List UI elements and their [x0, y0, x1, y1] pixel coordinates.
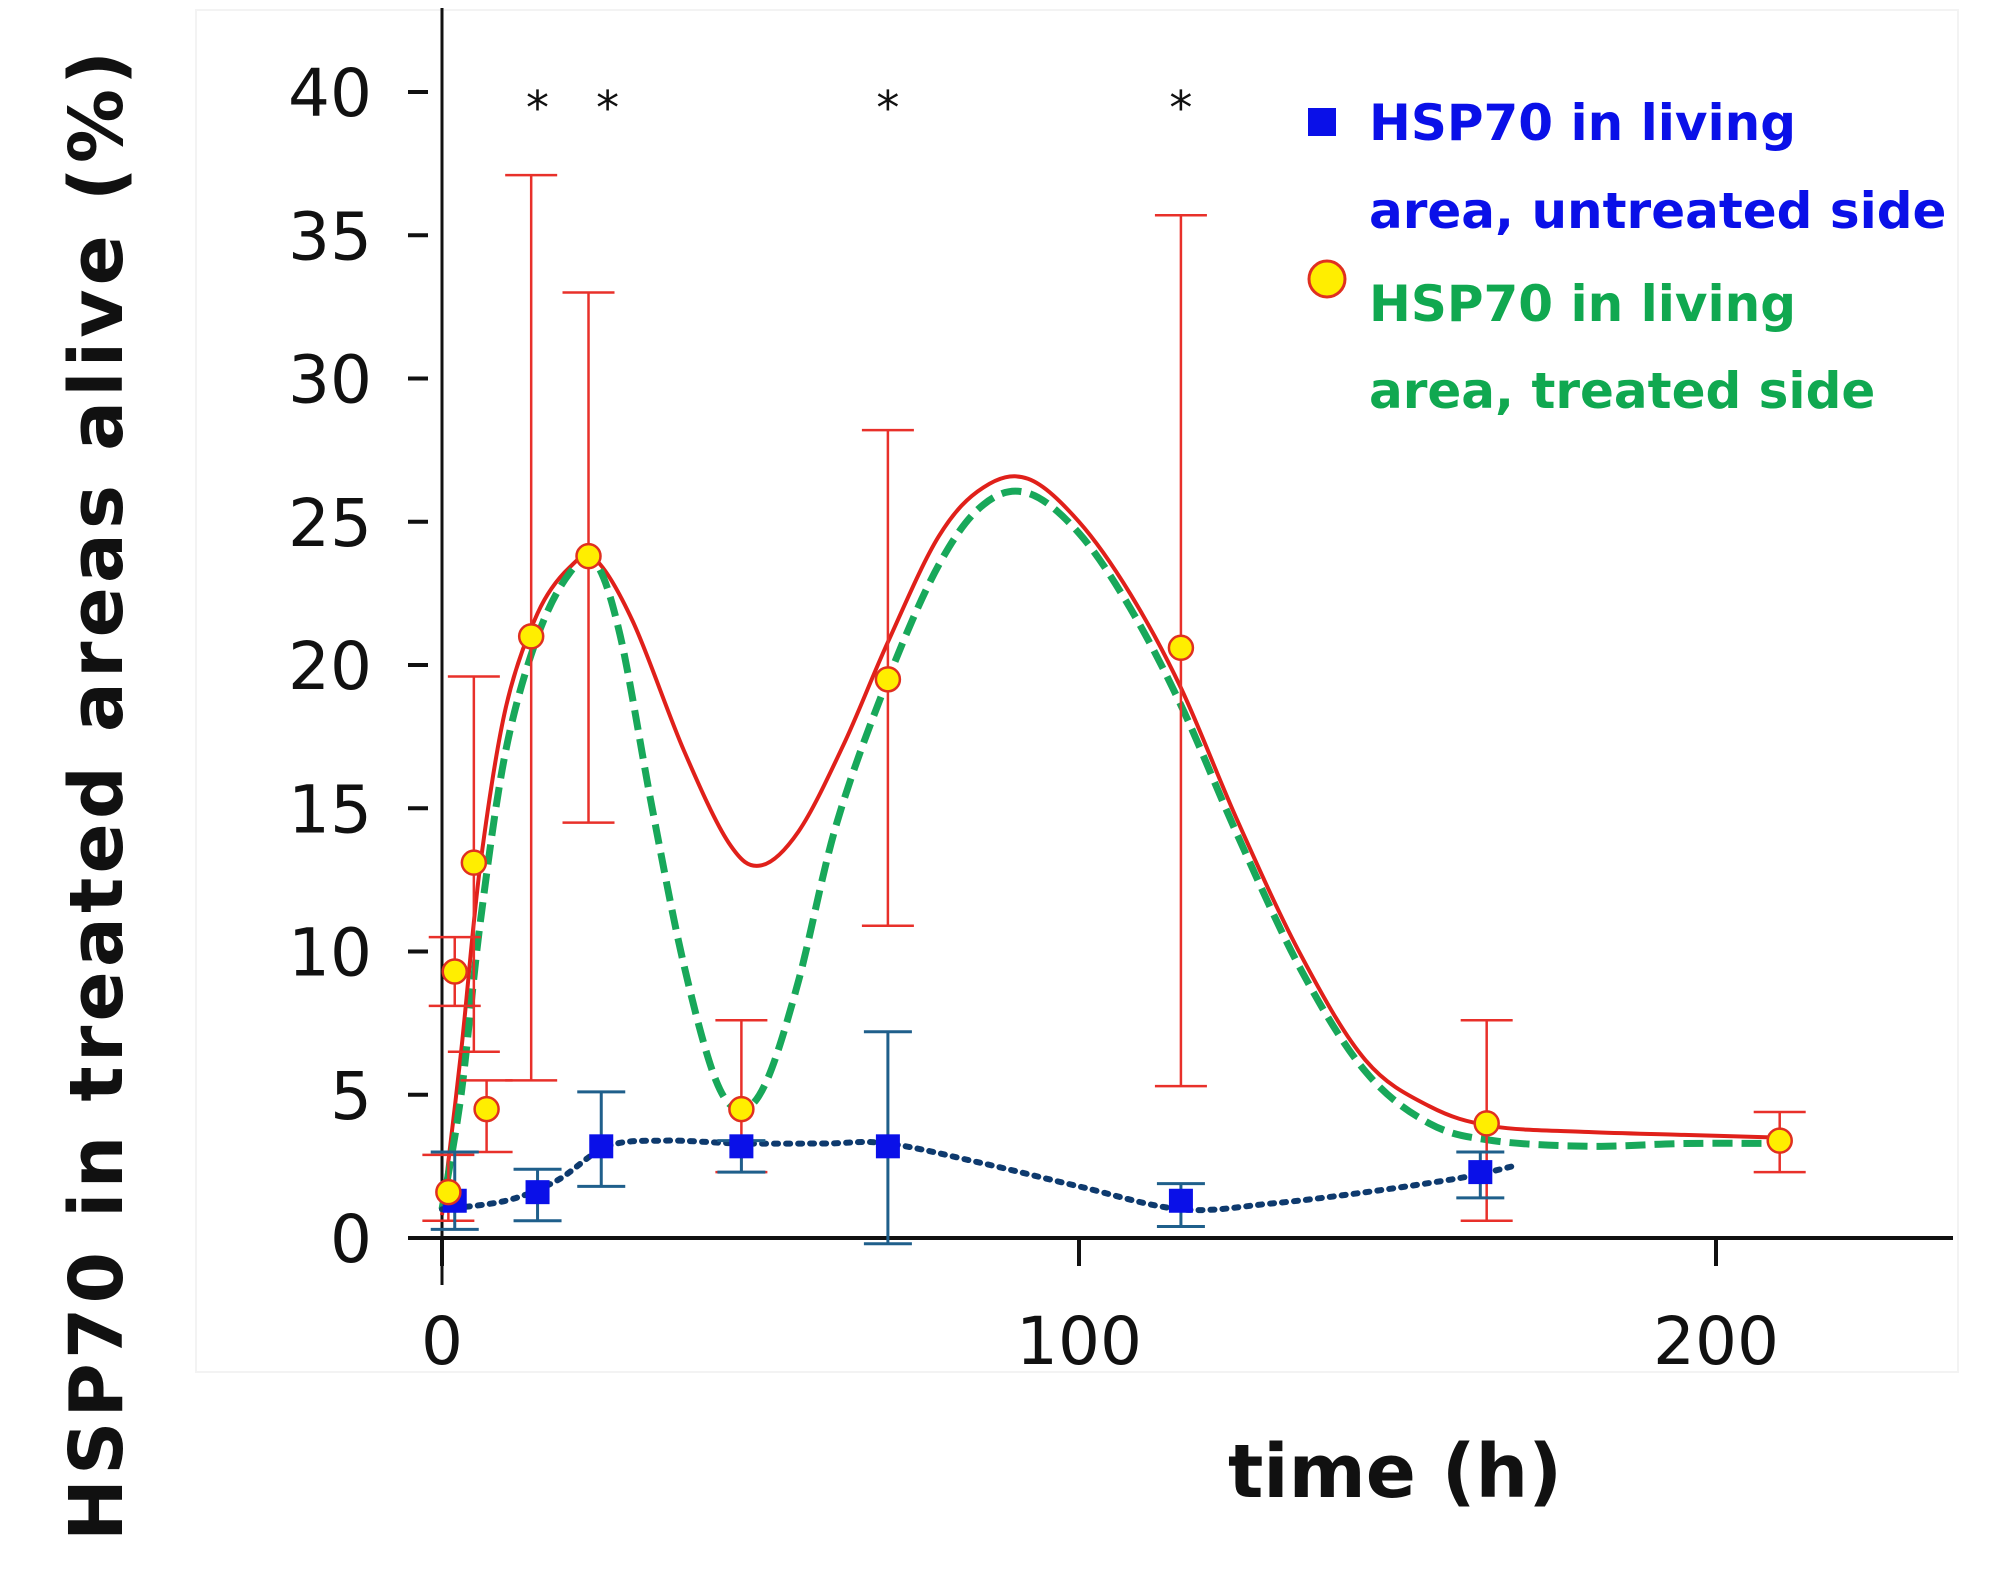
- treated-point-circle: [1473, 1110, 1500, 1137]
- treated-point-circle: [728, 1095, 755, 1123]
- significance-star: *: [1169, 81, 1192, 135]
- x-tick-label: 200: [1653, 1303, 1779, 1380]
- untreated-fit-dotted-curve: [439, 1137, 1516, 1214]
- legend-treated-marker: [1307, 259, 1347, 299]
- axis-titles: time (h) HSP70 in treated areas alive (%): [54, 51, 1562, 1541]
- y-tick-label: 10: [288, 915, 372, 992]
- significance-markers: * * * *: [526, 81, 1192, 135]
- x-axis-title: time (h): [1228, 1429, 1562, 1515]
- legend: HSP70 in living area, untreated side HSP70…: [1307, 94, 1946, 420]
- untreated-point-square: [589, 1134, 614, 1159]
- y-tick-label: 40: [288, 55, 372, 132]
- y-axis-title: HSP70 in treated areas alive (%): [54, 51, 140, 1541]
- y-tick-label: 5: [330, 1058, 372, 1135]
- significance-star: *: [596, 81, 619, 135]
- significance-star: *: [526, 81, 549, 135]
- y-tick-label: 20: [288, 628, 372, 705]
- legend-untreated-marker: [1308, 108, 1336, 136]
- y-tick-label: 30: [288, 342, 372, 419]
- treated-point-circle: [575, 542, 602, 570]
- treated-point-circle: [441, 958, 468, 985]
- untreated-point-square: [875, 1134, 900, 1159]
- y-tick-label: 35: [288, 198, 372, 275]
- significance-star: *: [876, 81, 899, 135]
- legend-untreated-label-line-1: HSP70 in living: [1369, 94, 1796, 152]
- untreated-point-square: [525, 1180, 550, 1205]
- data-points: [435, 542, 1793, 1213]
- untreated-point-square: [1168, 1188, 1193, 1213]
- legend-treated-label-line-1: HSP70 in living: [1369, 275, 1796, 333]
- y-tick-label: 15: [288, 771, 372, 848]
- untreated-point-square: [1468, 1160, 1493, 1185]
- treated-point-circle: [517, 623, 545, 650]
- treated-point-circle: [1766, 1127, 1793, 1154]
- axes: 0 5 10 15 20 25 30 35 40 0 100 200: [288, 8, 1953, 1380]
- treated-point-circle: [874, 666, 902, 693]
- legend-treated-label-line-2: area, treated side: [1369, 362, 1875, 420]
- y-tick-label: 25: [288, 485, 372, 562]
- treated-point-circle: [435, 1178, 462, 1206]
- untreated-point-square: [729, 1134, 754, 1159]
- x-tick-label: 0: [421, 1303, 463, 1380]
- treated-point-circle: [460, 849, 488, 876]
- treated-point-circle: [1167, 634, 1195, 662]
- treated-point-circle: [473, 1095, 500, 1123]
- x-tick-label: 100: [1016, 1303, 1142, 1380]
- legend-untreated-label-line-2: area, untreated side: [1369, 182, 1946, 240]
- y-tick-label: 0: [330, 1201, 372, 1278]
